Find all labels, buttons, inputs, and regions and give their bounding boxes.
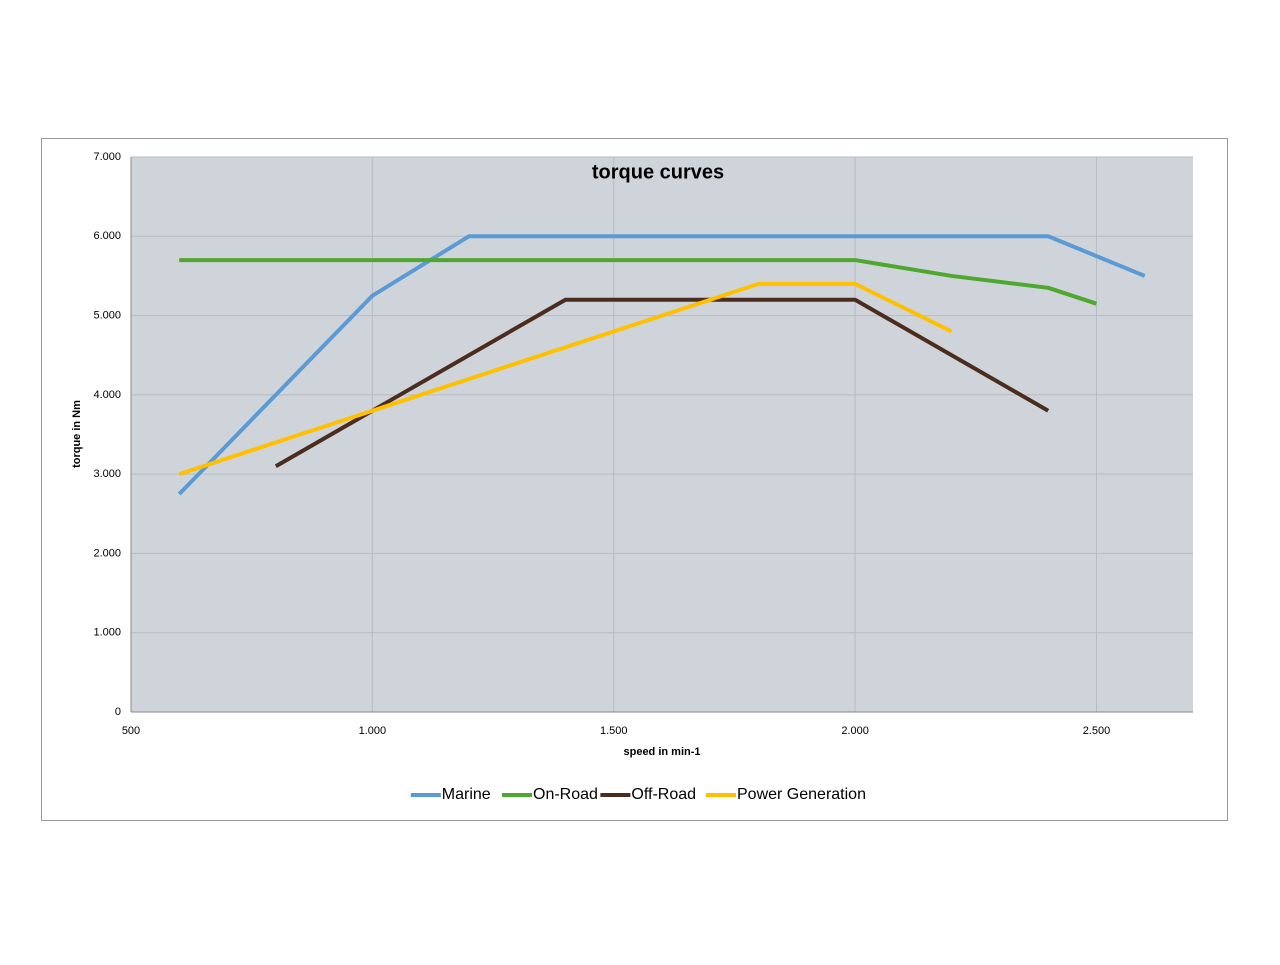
y-tick-label: 3.000	[93, 468, 121, 480]
x-tick-label: 1.500	[600, 725, 628, 737]
y-tick-label: 4.000	[93, 389, 121, 401]
chart-title: torque curves	[592, 161, 724, 183]
y-tick-label: 7.000	[93, 151, 121, 163]
x-tick-label: 1.000	[359, 725, 387, 737]
series-line	[178, 281, 953, 477]
x-tick-label: 2.000	[841, 725, 869, 737]
y-tick-label: 5.000	[93, 309, 121, 321]
legend-label: Marine	[442, 786, 491, 803]
y-tick-label: 2.000	[93, 547, 121, 559]
legend-label: On-Road	[533, 786, 598, 803]
series-line	[274, 297, 1050, 468]
x-tick-label: 500	[122, 725, 140, 737]
y-tick-label: 0	[115, 706, 121, 718]
legend-label: Power Generation	[737, 786, 866, 803]
y-axis-label: torque in Nm	[71, 400, 83, 468]
legend-label: Off-Road	[631, 786, 696, 803]
series-line	[179, 258, 1098, 306]
series-line	[177, 234, 1146, 496]
lines	[177, 234, 1146, 496]
x-axis-label: speed in min-1	[623, 746, 700, 758]
y-tick-label: 1.000	[93, 627, 121, 639]
plot-area	[131, 157, 1193, 712]
y-tick-label: 6.000	[93, 230, 121, 242]
x-tick-label: 2.500	[1083, 725, 1111, 737]
